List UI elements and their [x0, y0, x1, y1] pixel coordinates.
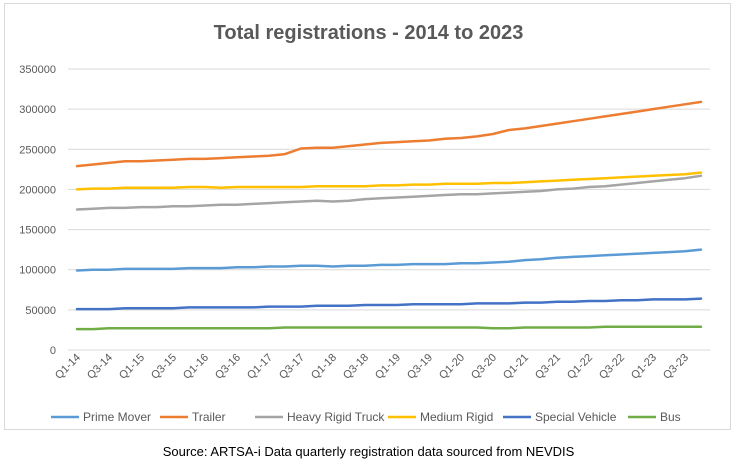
series-line-trailer — [75, 100, 703, 168]
x-tick-label: Q1-20 — [437, 352, 467, 382]
x-tick-label: Q3-21 — [533, 352, 563, 382]
x-tick-label: Q1-17 — [245, 352, 275, 382]
x-tick-label: Q1-21 — [501, 352, 531, 382]
x-tick-label: Q3-19 — [405, 352, 435, 382]
x-tick-label: Q1-22 — [565, 352, 595, 382]
legend-label: Prime Mover — [83, 410, 151, 424]
chart-frame — [4, 3, 731, 430]
series-line-bus — [75, 325, 703, 331]
legend-label: Heavy Rigid Truck — [287, 410, 385, 424]
x-tick-label: Q1-15 — [117, 352, 147, 382]
series-line-medium-rigid — [75, 171, 703, 191]
y-tick-label: 0 — [50, 345, 56, 357]
x-tick-label: Q1-18 — [309, 352, 339, 382]
legend-label: Special Vehicle — [535, 410, 617, 424]
x-tick-label: Q1-23 — [629, 352, 659, 382]
x-tick-label: Q3-16 — [213, 352, 243, 382]
series-line-heavy-rigid-truck — [75, 174, 703, 211]
x-tick-label: Q3-23 — [661, 352, 691, 382]
y-tick-label: 100000 — [19, 265, 56, 277]
x-tick-label: Q1-14 — [53, 352, 83, 382]
y-tick-label: 350000 — [19, 64, 56, 76]
x-tick-label: Q3-22 — [597, 352, 627, 382]
chart-title: Total registrations - 2014 to 2023 — [213, 22, 524, 44]
legend-label: Trailer — [192, 410, 226, 424]
legend-label: Medium Rigid — [420, 410, 493, 424]
y-tick-label: 150000 — [19, 225, 56, 237]
x-tick-label: Q1-16 — [181, 352, 211, 382]
source-note: Source: ARTSA-i Data quarterly registrat… — [162, 444, 575, 459]
y-tick-label: 50000 — [25, 305, 56, 317]
x-tick-label: Q3-17 — [277, 352, 307, 382]
legend-label: Bus — [660, 410, 681, 424]
x-tick-label: Q3-18 — [341, 352, 371, 382]
x-tick-label: Q3-20 — [469, 352, 499, 382]
x-tick-label: Q3-15 — [149, 352, 179, 382]
series-line-special-vehicle — [75, 297, 703, 311]
x-tick-label: Q1-19 — [373, 352, 403, 382]
series-line-prime-mover — [75, 248, 703, 272]
y-tick-label: 200000 — [19, 184, 56, 196]
x-tick-label: Q3-14 — [85, 352, 115, 382]
y-tick-label: 250000 — [19, 144, 56, 156]
y-tick-label: 300000 — [19, 104, 56, 116]
